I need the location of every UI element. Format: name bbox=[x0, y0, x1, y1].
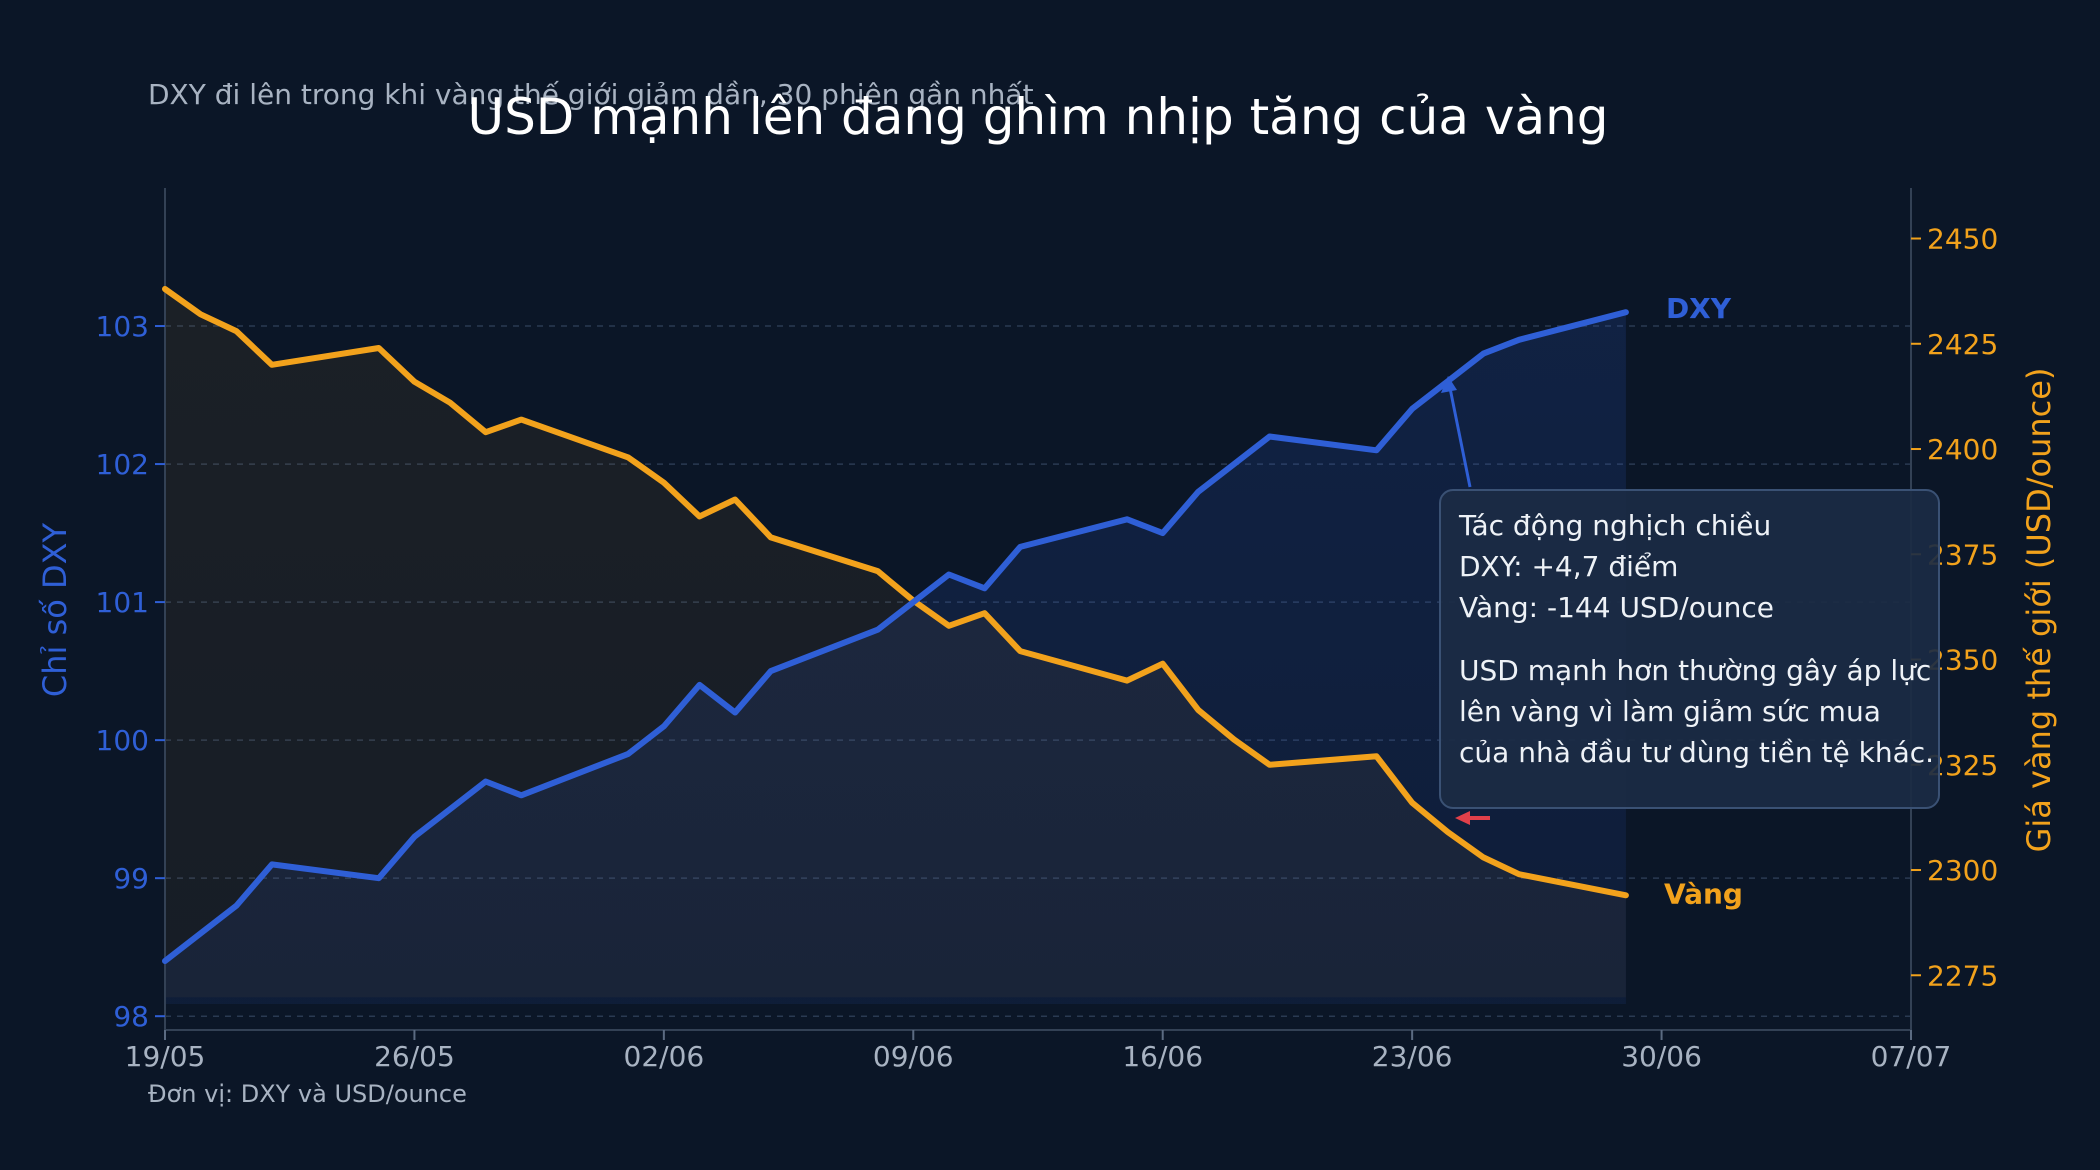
chart-subtitle: DXY đi lên trong khi vàng thế giới giảm … bbox=[148, 78, 1034, 111]
annotation-line: USD mạnh hơn thường gây áp lực bbox=[1459, 654, 1932, 687]
annotation-spacer bbox=[1459, 628, 1920, 650]
dxy-series-line bbox=[162, 309, 1629, 964]
left-axis-label: Chỉ số DXY bbox=[36, 522, 74, 697]
gold-series-label: Vàng bbox=[1664, 877, 1743, 910]
dxy-area-fill bbox=[165, 312, 1626, 1004]
left-axis-ticks: 98 99 100 101 102 103 bbox=[96, 310, 165, 1033]
x-tick-label: 26/05 bbox=[374, 1040, 455, 1073]
footer-unit-note: Đơn vị: DXY và USD/ounce bbox=[148, 1080, 467, 1108]
annotation-line: lên vàng vì làm giảm sức mua bbox=[1459, 695, 1881, 728]
x-tick-label: 09/06 bbox=[873, 1040, 954, 1073]
right-tick-label: 2425 bbox=[1927, 328, 1998, 361]
chart-title: USD mạnh lên đang ghìm nhịp tăng của vàn… bbox=[467, 88, 1608, 146]
area-fills bbox=[165, 289, 1626, 1004]
annotation-arrow-dxy bbox=[1441, 376, 1472, 488]
left-tick-label: 99 bbox=[113, 862, 149, 895]
x-tick-label: 30/06 bbox=[1621, 1040, 1702, 1073]
left-tick-label: 103 bbox=[96, 310, 149, 343]
annotation-line: Tác động nghịch chiều bbox=[1459, 509, 1772, 542]
right-tick-label: 2275 bbox=[1927, 959, 1998, 992]
annotation-line: DXY: +4,7 điểm bbox=[1459, 550, 1679, 583]
x-tick-label: 19/05 bbox=[125, 1040, 206, 1073]
x-tick-label: 07/07 bbox=[1871, 1040, 1952, 1073]
annotation-line: của nhà đầu tư dùng tiền tệ khác. bbox=[1459, 736, 1935, 769]
x-tick-label: 16/06 bbox=[1122, 1040, 1203, 1073]
left-tick-label: 101 bbox=[96, 586, 149, 619]
left-tick-label: 98 bbox=[113, 1000, 149, 1033]
gold-series-line bbox=[162, 286, 1629, 899]
left-tick-label: 100 bbox=[96, 724, 149, 757]
x-tick-label: 23/06 bbox=[1372, 1040, 1453, 1073]
annotation-arrow-gold bbox=[1455, 811, 1490, 825]
right-tick-label: 2450 bbox=[1927, 223, 1998, 256]
x-tick-label: 02/06 bbox=[624, 1040, 705, 1073]
right-axis-label: Giá vàng thế giới (USD/ounce) bbox=[2020, 368, 2058, 853]
x-axis-ticks: 19/05 26/05 02/06 09/06 16/06 23/06 30/06 07/07 bbox=[125, 1030, 1952, 1073]
annotation-box: Tác động nghịch chiều DXY: +4,7 điểm Vàn… bbox=[1439, 489, 1940, 809]
left-tick-label: 102 bbox=[96, 448, 149, 481]
right-tick-label: 2300 bbox=[1927, 854, 1998, 887]
dxy-series-label: DXY bbox=[1666, 292, 1732, 325]
right-tick-label: 2400 bbox=[1927, 433, 1998, 466]
annotation-line: Vàng: -144 USD/ounce bbox=[1459, 591, 1774, 624]
